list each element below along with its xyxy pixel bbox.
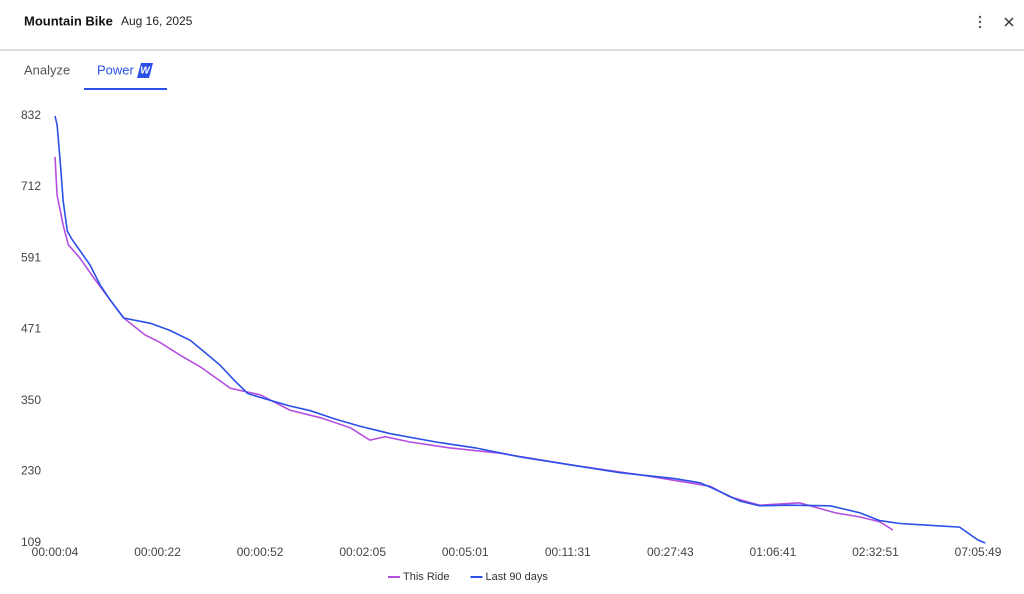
x-tick-label: 01:06:41 — [750, 545, 797, 559]
y-tick-label: 350 — [21, 393, 41, 407]
legend-label: Last 90 days — [485, 571, 548, 583]
y-tick-label: 712 — [21, 179, 41, 193]
x-tick-label: 00:00:22 — [134, 545, 181, 559]
x-tick-label: 00:00:52 — [237, 545, 284, 559]
power-icon: W — [137, 63, 153, 78]
y-tick-label: 591 — [21, 251, 41, 265]
close-button[interactable] — [1004, 17, 1014, 27]
menu-button[interactable] — [978, 15, 982, 29]
x-tick-label: 00:27:43 — [647, 545, 694, 559]
x-tick-label: 00:00:04 — [32, 545, 79, 559]
series-line — [54, 115, 986, 544]
activity-date: Aug 16, 2025 — [121, 14, 193, 28]
x-tick-label: 02:32:51 — [852, 545, 899, 559]
svg-text:W: W — [140, 66, 151, 77]
legend-label: This Ride — [403, 571, 449, 583]
y-tick-label: 230 — [21, 464, 41, 478]
y-tick-label: 471 — [21, 321, 41, 335]
x-tick-label: 07:05:49 — [955, 545, 1002, 559]
x-tick-label: 00:11:31 — [545, 545, 591, 559]
tab[interactable]: Analyze — [24, 62, 70, 77]
y-tick-label: 109 — [21, 535, 41, 549]
x-tick-label: 00:05:01 — [442, 545, 489, 559]
x-tick-label: 00:02:05 — [339, 545, 386, 559]
activity-title: Mountain Bike — [24, 13, 113, 28]
y-tick-label: 832 — [21, 108, 41, 122]
tab[interactable]: Power — [97, 62, 135, 77]
series-line — [54, 156, 894, 531]
